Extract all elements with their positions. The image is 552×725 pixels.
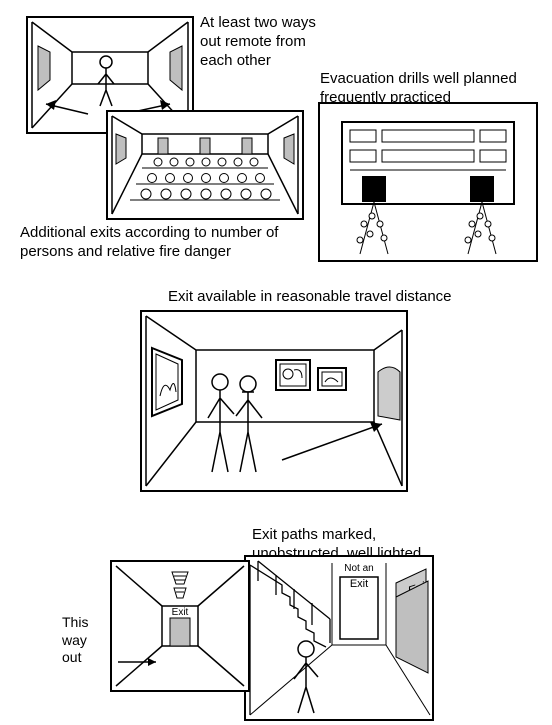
caption-two-ways: At least two ways out remote from each o… bbox=[200, 14, 330, 70]
label-not-exit-text2: Exit bbox=[350, 578, 368, 590]
corridor-illustration: Exit bbox=[112, 562, 248, 690]
label-exit-corridor: Exit bbox=[172, 607, 189, 618]
label-not-exit-text: Not an bbox=[344, 563, 373, 574]
caption-travel: Exit available in reasonable travel dist… bbox=[168, 288, 468, 307]
label-this-way-out: This way out bbox=[62, 614, 106, 667]
panel-exit-paths-stairs: Not an Exit Exit bbox=[244, 555, 434, 721]
panel-exit-paths-corridor: Exit bbox=[110, 560, 250, 692]
auditorium-illustration bbox=[108, 112, 302, 218]
travel-illustration bbox=[142, 312, 406, 490]
panel-travel-distance bbox=[140, 310, 408, 492]
caption-auditorium: Additional exits according to number of … bbox=[20, 224, 320, 262]
stairs-illustration: Not an Exit Exit bbox=[246, 557, 432, 719]
drills-illustration bbox=[320, 104, 536, 260]
panel-drills bbox=[318, 102, 538, 262]
panel-auditorium bbox=[106, 110, 304, 220]
